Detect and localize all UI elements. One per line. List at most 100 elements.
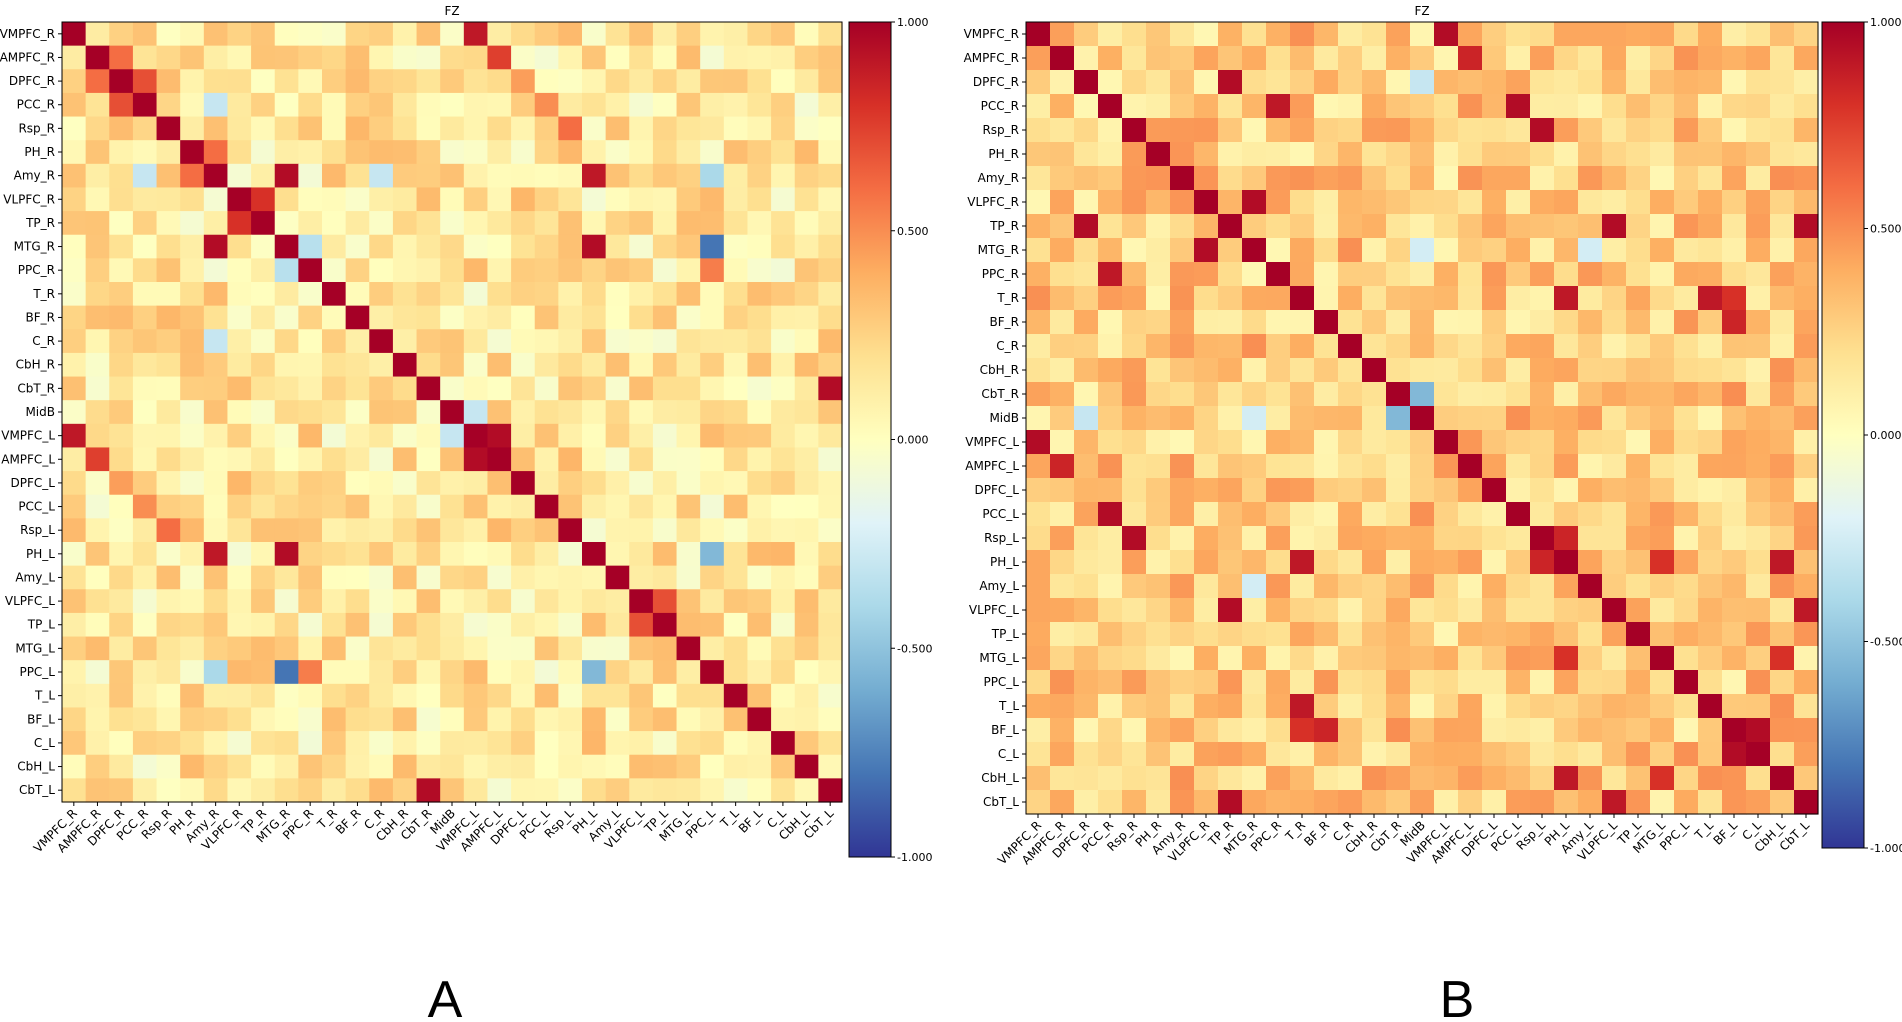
heatmap-cell [1098,262,1123,287]
heatmap-cell [203,423,229,449]
heatmap-cell [1050,94,1075,119]
heatmap-cell [1314,430,1339,455]
heatmap-cell [1578,70,1603,95]
heatmap-cell [582,282,607,307]
heatmap-cell [298,707,323,732]
heatmap-cell [180,518,205,543]
heatmap-cell [1050,142,1075,167]
heatmap-cell [1122,766,1147,791]
heatmap-cell [558,352,583,378]
heatmap-cell [1530,574,1555,599]
heatmap-cell [298,423,323,449]
heatmap-cell [1722,22,1747,47]
heatmap-cell [440,683,465,709]
heatmap-cell [1434,118,1459,143]
heatmap-cell [511,660,536,685]
heatmap-cell [1098,382,1123,407]
heatmap-cell [1098,406,1123,431]
heatmap-cell [1074,598,1099,623]
heatmap-cell [1458,46,1483,71]
heatmap-cell [1626,310,1651,335]
heatmap-cell [1050,286,1075,311]
heatmap-cell [251,305,276,330]
heatmap-cell [1122,142,1147,167]
heatmap-cell [652,187,678,212]
heatmap-cell [1122,262,1147,287]
heatmap-cell [794,565,819,590]
heatmap-cell [109,234,134,259]
heatmap-cell [1458,118,1483,143]
heatmap-cell [227,518,252,543]
heatmap-cell [392,423,418,449]
heatmap-cell [487,707,512,732]
y-tick-label: PH_L [26,547,55,561]
heatmap-cell [1362,670,1387,695]
heatmap-cell [463,258,489,283]
heatmap-cell [416,376,441,401]
heatmap-cell [723,282,749,307]
heatmap-cell [582,518,607,543]
heatmap-cell [676,565,701,590]
heatmap-cell [747,589,772,614]
heatmap-cell [1482,70,1507,95]
heatmap-cell [1410,262,1435,287]
heatmap-cell [416,187,441,212]
heatmap-cell [1626,118,1651,143]
heatmap-cell [322,565,347,590]
heatmap-cell [1410,94,1435,119]
heatmap-cell [227,352,252,378]
heatmap-cell [747,423,772,449]
heatmap-cell [582,754,607,779]
heatmap-cell [62,518,87,543]
heatmap-cell [274,565,299,590]
heatmap-cell [723,731,749,756]
heatmap-cell [676,258,701,283]
heatmap-cell [463,352,489,378]
heatmap-cell [1698,214,1723,239]
heatmap-cell [392,660,418,685]
heatmap-cell [487,518,512,543]
heatmap-cell [1242,526,1267,551]
heatmap-cell [1650,118,1675,143]
heatmap-cell [676,518,701,543]
heatmap-cell [1386,790,1411,815]
heatmap-cell [1626,670,1651,695]
heatmap-cell [1530,166,1555,191]
heatmap-cell [1746,382,1771,407]
heatmap-cell [1098,646,1123,671]
heatmap-cell [1194,142,1219,167]
heatmap-cell [416,542,441,567]
heatmap-cell [180,494,205,519]
heatmap-cell [700,423,725,449]
heatmap-cell [1530,142,1555,167]
heatmap-cell [582,471,607,496]
heatmap-cell [1242,46,1267,71]
heatmap-cell [1578,190,1603,215]
heatmap-cell [1242,478,1267,503]
heatmap-cell [1362,550,1387,575]
heatmap-cell [1482,718,1507,743]
heatmap-cell [1218,478,1243,503]
heatmap-cell [298,731,323,756]
heatmap-cell [1410,166,1435,191]
heatmap-cell [1338,238,1363,263]
heatmap-cell [1314,142,1339,167]
heatmap-cell [1170,214,1195,239]
heatmap-cell [1146,646,1171,671]
heatmap-cell [1314,286,1339,311]
heatmap-cell [1674,94,1699,119]
heatmap-cell [511,234,536,259]
heatmap-cell [392,731,418,756]
heatmap-cell [771,234,796,259]
heatmap-cell [392,22,418,47]
heatmap-cell [1482,646,1507,671]
heatmap-cell [1074,118,1099,143]
heatmap-cell [1698,622,1723,647]
heatmap-cell [322,683,347,709]
heatmap-cell [629,636,654,661]
heatmap-cell [369,69,394,94]
heatmap-cell [818,305,843,330]
heatmap-cell [156,612,181,638]
heatmap-cell [1410,238,1435,263]
heatmap-cell [1122,598,1147,623]
